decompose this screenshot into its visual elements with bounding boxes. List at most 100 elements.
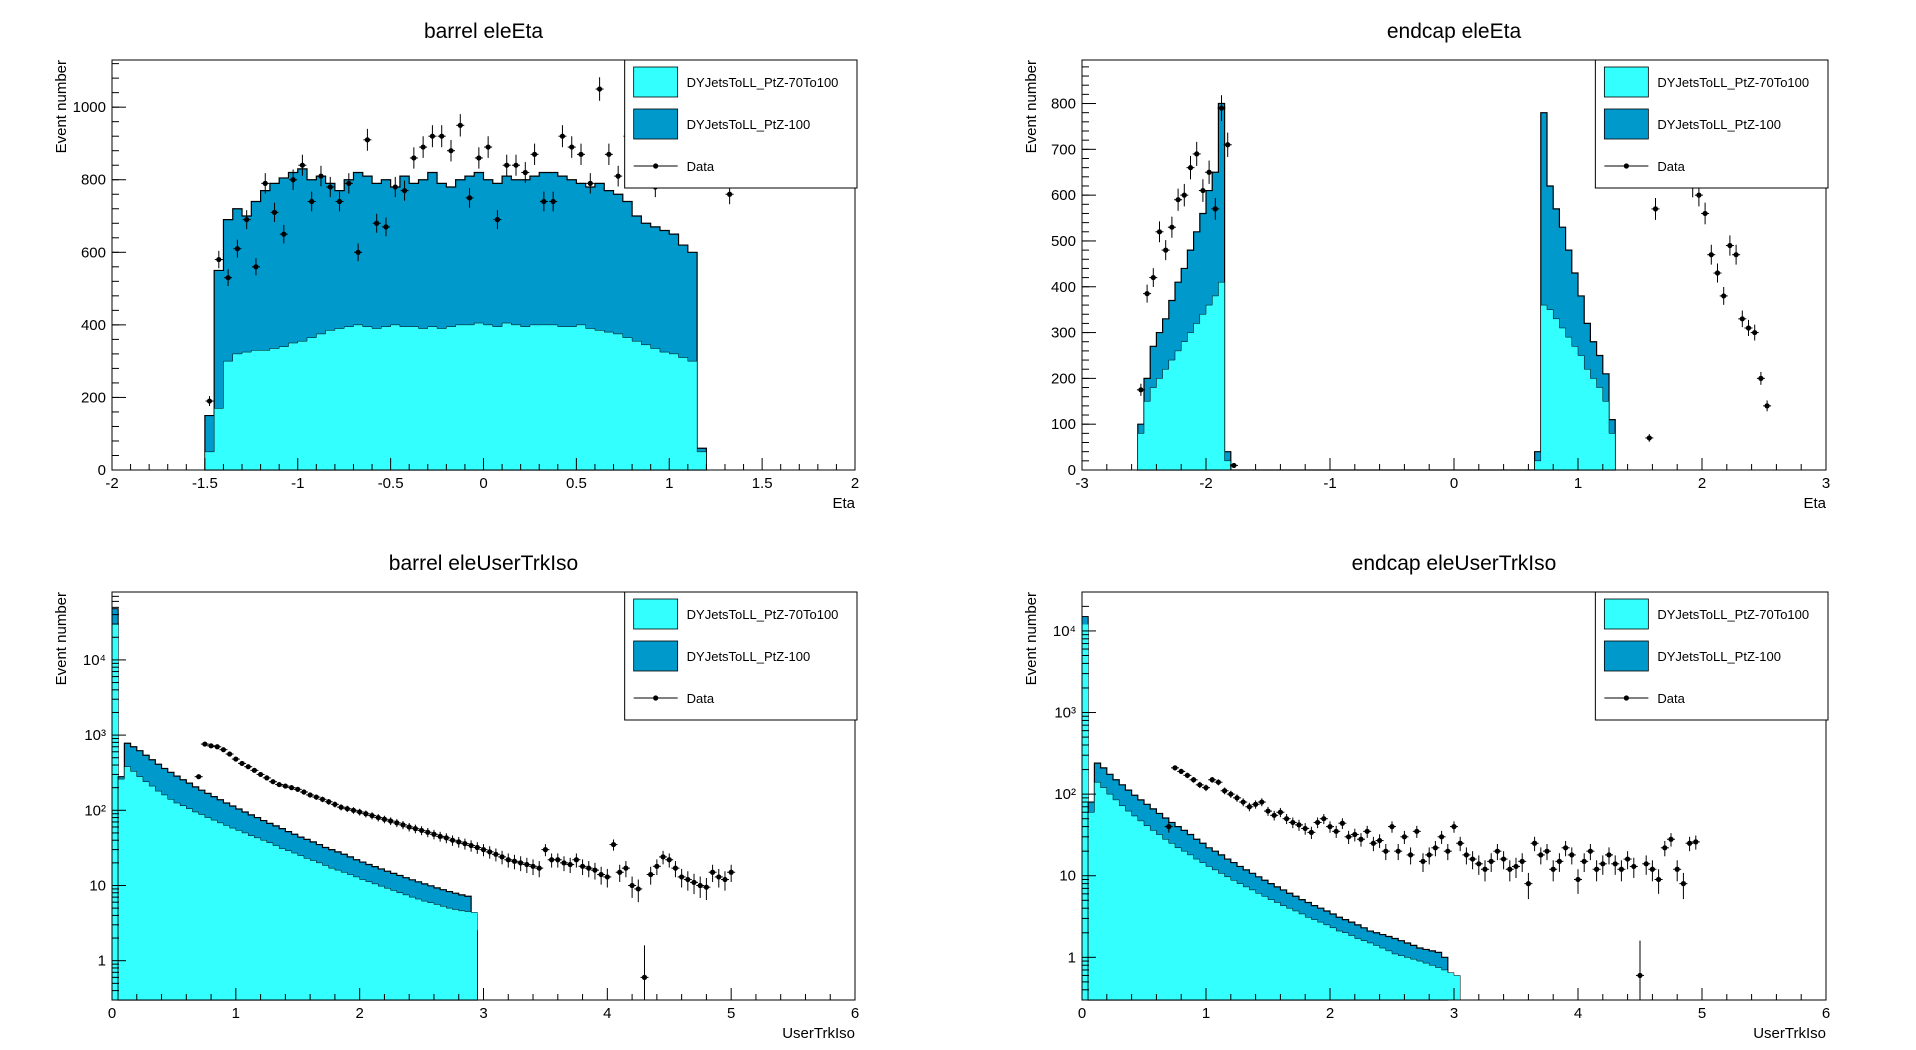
data-point — [1656, 876, 1662, 883]
data-point — [216, 256, 222, 263]
legend-label: DYJetsToLL_PtZ-70To100 — [687, 607, 839, 622]
legend: DYJetsToLL_PtZ-70To100 DYJetsToLL_PtZ-100… — [624, 59, 858, 189]
data-point — [244, 217, 250, 223]
data-point — [598, 871, 604, 878]
data-point — [202, 741, 208, 747]
legend-label: DYJetsToLL_PtZ-100 — [687, 649, 811, 664]
y-tick-label: 10 — [89, 877, 106, 894]
data-point — [587, 180, 593, 186]
y-tick-label: 800 — [1051, 96, 1076, 113]
data-point — [579, 863, 586, 869]
x-tick-label: 6 — [1822, 1005, 1830, 1022]
data-point — [364, 137, 371, 143]
data-point — [466, 195, 473, 201]
x-tick-label: 4 — [1574, 1005, 1582, 1022]
data-point — [245, 764, 251, 770]
data-point — [319, 796, 326, 802]
x-axis-label: Eta — [832, 495, 855, 512]
data-point — [332, 801, 338, 807]
data-point — [1708, 252, 1714, 258]
data-point — [1377, 837, 1383, 844]
data-point — [1225, 142, 1231, 148]
x-tick-label: 3 — [1450, 1005, 1458, 1022]
legend-swatch — [1603, 598, 1649, 630]
data-point — [1346, 834, 1352, 840]
data-point — [400, 822, 406, 828]
data-point — [1550, 866, 1556, 872]
data-point — [1302, 825, 1308, 832]
data-point — [1476, 861, 1482, 867]
data-point — [1333, 828, 1339, 834]
chart-title: endcap eleEta — [1387, 20, 1522, 43]
data-point — [1181, 192, 1187, 198]
data-point — [1643, 861, 1649, 867]
legend: DYJetsToLL_PtZ-70To100 DYJetsToLL_PtZ-100… — [1594, 59, 1829, 189]
data-point — [487, 849, 493, 855]
data-point — [1200, 187, 1206, 194]
legend-swatch — [633, 108, 679, 140]
data-point — [1175, 197, 1181, 203]
data-point — [1668, 836, 1674, 842]
data-point — [1674, 866, 1680, 872]
data-point — [412, 826, 418, 832]
data-point — [406, 824, 412, 830]
data-point — [1637, 972, 1643, 979]
data-point — [1525, 881, 1531, 887]
data-point — [411, 155, 417, 161]
data-point — [672, 865, 679, 871]
data-point — [1745, 325, 1752, 331]
data-point — [282, 783, 288, 789]
data-point — [1203, 785, 1209, 791]
data-point — [1231, 462, 1237, 469]
data-point — [531, 151, 538, 157]
data-point — [206, 398, 213, 404]
legend-label: Data — [1657, 691, 1685, 706]
chart-panel-3: 0 1 2 3 4 5 6 1 10 10² 10³ 10⁴ endcap eleUserTrkIso U… — [1023, 552, 1830, 1042]
legend-label: Data — [687, 159, 715, 174]
data-point — [1563, 845, 1569, 851]
data-point — [270, 779, 276, 785]
data-point — [1432, 845, 1438, 851]
legend-label: DYJetsToLL_PtZ-100 — [687, 117, 811, 132]
data-point — [1144, 291, 1150, 297]
data-point — [336, 198, 343, 205]
data-point — [1445, 848, 1451, 854]
data-point — [1358, 836, 1364, 842]
data-point — [1494, 848, 1500, 854]
data-point — [338, 804, 344, 810]
x-tick-label: 2 — [1698, 475, 1706, 492]
y-tick-label: 200 — [1051, 370, 1076, 387]
x-tick-label: 5 — [727, 1005, 735, 1022]
data-point — [1290, 819, 1296, 826]
data-point — [456, 839, 462, 845]
data-point — [1234, 795, 1240, 801]
x-tick-label: 1 — [665, 475, 673, 492]
peak-bin-70 — [112, 624, 119, 1000]
x-tick-label: 2 — [355, 1005, 363, 1022]
y-tick-label: 10⁴ — [83, 652, 106, 669]
data-point — [679, 874, 685, 880]
chart-title: barrel eleEta — [424, 20, 543, 43]
x-tick-label: 4 — [603, 1005, 611, 1022]
data-point — [555, 857, 561, 863]
hist-dyjets-ptz-70to100 — [1137, 281, 1616, 471]
data-point — [1662, 845, 1668, 851]
y-axis-label: Event number — [1023, 60, 1040, 153]
x-tick-label: -0.5 — [378, 475, 404, 492]
data-point — [1501, 856, 1507, 862]
data-point — [606, 151, 612, 157]
data-point — [1646, 435, 1652, 441]
x-tick-label: -1.5 — [192, 475, 218, 492]
x-tick-label: 1 — [232, 1005, 240, 1022]
data-point — [1652, 206, 1659, 212]
data-point — [1315, 819, 1321, 826]
data-point — [697, 882, 703, 889]
data-point — [1150, 274, 1156, 281]
hist-dyjets-ptz-70to100 — [204, 322, 707, 471]
chart-title: barrel eleUserTrkIso — [389, 552, 578, 575]
data-point — [1172, 765, 1178, 771]
x-axis-label: UserTrkIso — [782, 1025, 855, 1042]
data-point — [610, 841, 617, 848]
data-point — [208, 743, 214, 749]
data-point — [1463, 852, 1469, 858]
